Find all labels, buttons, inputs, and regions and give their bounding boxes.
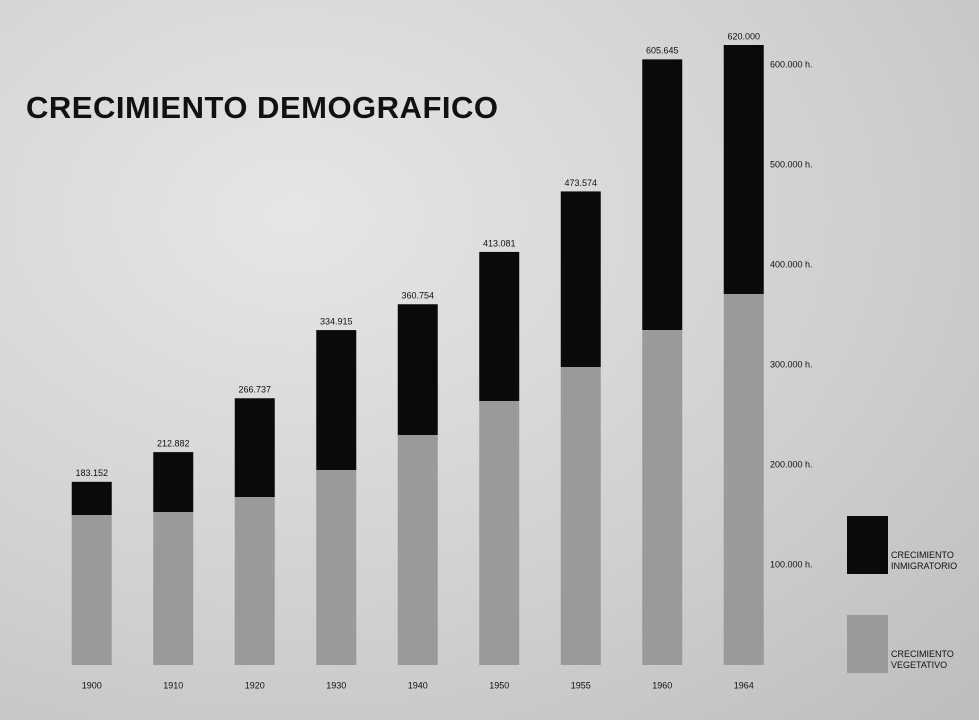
y-tick-label: 200.000 h. bbox=[770, 459, 813, 469]
bar-segment bbox=[642, 59, 682, 330]
bar-segment bbox=[398, 435, 438, 665]
bar-segment bbox=[316, 470, 356, 665]
bar-segment bbox=[235, 398, 275, 497]
chart: CRECIMIENTO DEMOGRAFICO 100.000 h. 200.00… bbox=[0, 0, 979, 720]
bar-segment bbox=[235, 497, 275, 665]
x-tick-label: 1900 bbox=[82, 680, 102, 690]
x-tick-label: 1940 bbox=[408, 680, 428, 690]
y-tick-label: 300.000 h. bbox=[770, 359, 813, 369]
bar-segment bbox=[398, 304, 438, 435]
total-label: 266.737 bbox=[238, 385, 271, 395]
total-label: 334.915 bbox=[320, 316, 353, 326]
x-tick-label: 1910 bbox=[163, 680, 183, 690]
bar-segment bbox=[479, 252, 519, 401]
x-tick-label: 1955 bbox=[571, 680, 591, 690]
legend-label: CRECIMIENTO VEGETATIVO bbox=[891, 649, 979, 671]
page: CRECIMIENTO DEMOGRAFICO 100.000 h. 200.00… bbox=[0, 0, 979, 720]
bar-segment bbox=[72, 482, 112, 515]
x-tick-label: 1960 bbox=[652, 680, 672, 690]
bar-segment bbox=[153, 512, 193, 665]
bar-segment bbox=[153, 452, 193, 512]
bar-segment bbox=[561, 367, 601, 665]
x-tick-label: 1964 bbox=[734, 680, 754, 690]
legend-swatch bbox=[847, 516, 888, 574]
bar-segment bbox=[316, 330, 356, 470]
y-tick-label: 500.000 h. bbox=[770, 159, 813, 169]
total-label: 473.574 bbox=[564, 178, 597, 188]
total-label: 183.152 bbox=[75, 468, 108, 478]
total-label: 212.882 bbox=[157, 438, 190, 448]
bar-segment bbox=[724, 45, 764, 294]
y-tick-label: 600.000 h. bbox=[770, 59, 813, 69]
total-label: 413.081 bbox=[483, 238, 516, 248]
chart-title: CRECIMIENTO DEMOGRAFICO bbox=[26, 90, 499, 125]
bar-segment bbox=[72, 515, 112, 665]
bar-segment bbox=[479, 401, 519, 665]
bar-segment bbox=[561, 191, 601, 367]
x-tick-label: 1950 bbox=[489, 680, 509, 690]
bar-segment bbox=[724, 294, 764, 665]
total-label: 605.645 bbox=[646, 46, 679, 56]
total-label: 620.000 bbox=[727, 31, 760, 41]
total-label: 360.754 bbox=[401, 291, 434, 301]
bar-segment bbox=[642, 330, 682, 665]
legend-label: CRECIMIENTO INMIGRATORIO bbox=[891, 550, 979, 572]
x-tick-label: 1920 bbox=[245, 680, 265, 690]
y-tick-label: 400.000 h. bbox=[770, 259, 813, 269]
legend-swatch bbox=[847, 615, 888, 673]
x-tick-label: 1930 bbox=[326, 680, 346, 690]
y-tick-label: 100.000 h. bbox=[770, 559, 813, 569]
